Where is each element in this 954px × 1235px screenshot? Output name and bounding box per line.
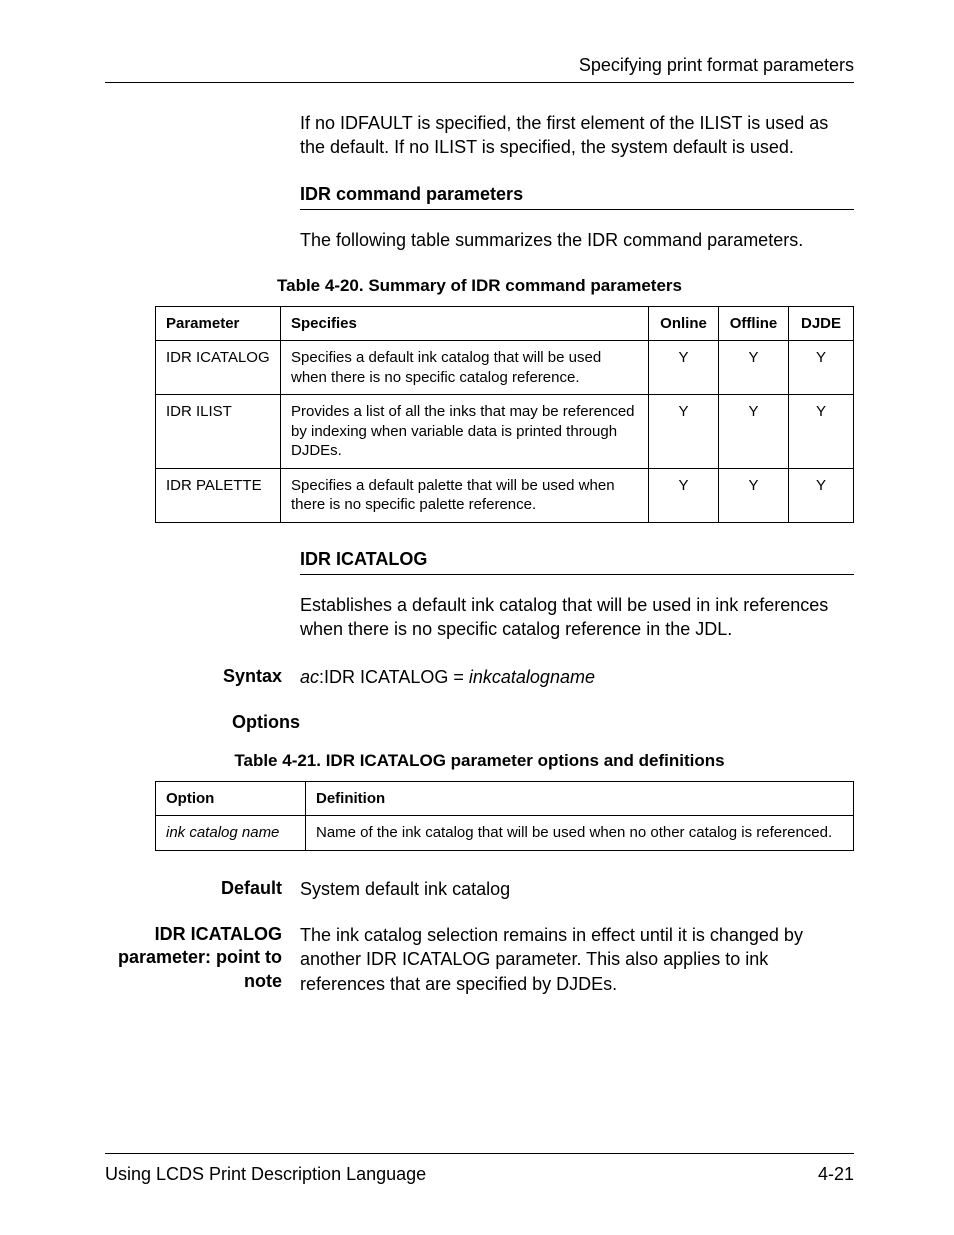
syntax-value: ac:IDR ICATALOG = inkcatalogname bbox=[300, 665, 854, 689]
cell-djde: Y bbox=[789, 395, 854, 469]
col-offline: Offline bbox=[719, 306, 789, 341]
cell-djde: Y bbox=[789, 341, 854, 395]
syntax-mid: :IDR ICATALOG = bbox=[319, 667, 469, 687]
options-label: Options bbox=[232, 712, 854, 733]
cell-online: Y bbox=[649, 395, 719, 469]
col-online: Online bbox=[649, 306, 719, 341]
cell-djde: Y bbox=[789, 468, 854, 522]
col-djde: DJDE bbox=[789, 306, 854, 341]
table-header-row: Option Definition bbox=[156, 781, 854, 816]
cell-online: Y bbox=[649, 468, 719, 522]
section-heading: IDR command parameters bbox=[300, 184, 523, 204]
note-label: IDR ICATALOG parameter: point to note bbox=[105, 923, 300, 993]
intro-block: If no IDFAULT is specified, the first el… bbox=[300, 111, 854, 160]
cell-offline: Y bbox=[719, 341, 789, 395]
footer-right: 4-21 bbox=[818, 1164, 854, 1185]
table-row: ink catalog name Name of the ink catalog… bbox=[156, 816, 854, 851]
section2-heading: IDR ICATALOG bbox=[300, 549, 427, 569]
syntax-ac: ac bbox=[300, 667, 319, 687]
table-caption-4-21: Table 4-21. IDR ICATALOG parameter optio… bbox=[105, 751, 854, 771]
section2-lead-block: Establishes a default ink catalog that w… bbox=[300, 593, 854, 642]
table-row: IDR ILIST Provides a list of all the ink… bbox=[156, 395, 854, 469]
syntax-row: Syntax ac:IDR ICATALOG = inkcatalogname bbox=[105, 665, 854, 689]
section-heading-wrap: IDR command parameters bbox=[300, 184, 854, 210]
cell-online: Y bbox=[649, 341, 719, 395]
default-label: Default bbox=[105, 877, 300, 900]
syntax-label: Syntax bbox=[105, 665, 300, 688]
cell-definition: Name of the ink catalog that will be use… bbox=[306, 816, 854, 851]
syntax-arg: inkcatalogname bbox=[469, 667, 595, 687]
default-row: Default System default ink catalog bbox=[105, 877, 854, 901]
cell-offline: Y bbox=[719, 468, 789, 522]
col-definition: Definition bbox=[306, 781, 854, 816]
cell-offline: Y bbox=[719, 395, 789, 469]
section2-lead: Establishes a default ink catalog that w… bbox=[300, 593, 854, 642]
document-page: Specifying print format parameters If no… bbox=[0, 0, 954, 1235]
cell-spec: Specifies a default palette that will be… bbox=[281, 468, 649, 522]
section1-lead-block: The following table summarizes the IDR c… bbox=[300, 228, 854, 252]
page-footer: Using LCDS Print Description Language 4-… bbox=[105, 1153, 854, 1185]
idr-summary-table: Parameter Specifies Online Offline DJDE … bbox=[155, 306, 854, 523]
note-row: IDR ICATALOG parameter: point to note Th… bbox=[105, 923, 854, 996]
running-header: Specifying print format parameters bbox=[105, 55, 854, 83]
table-header-row: Parameter Specifies Online Offline DJDE bbox=[156, 306, 854, 341]
section2-heading-wrap: IDR ICATALOG bbox=[300, 549, 854, 575]
cell-spec: Specifies a default ink catalog that wil… bbox=[281, 341, 649, 395]
cell-option: ink catalog name bbox=[156, 816, 306, 851]
footer-left: Using LCDS Print Description Language bbox=[105, 1164, 426, 1185]
cell-param: IDR ILIST bbox=[156, 395, 281, 469]
cell-spec: Provides a list of all the inks that may… bbox=[281, 395, 649, 469]
cell-param: IDR PALETTE bbox=[156, 468, 281, 522]
col-option: Option bbox=[156, 781, 306, 816]
table-row: IDR ICATALOG Specifies a default ink cat… bbox=[156, 341, 854, 395]
default-value: System default ink catalog bbox=[300, 877, 854, 901]
section1-lead: The following table summarizes the IDR c… bbox=[300, 228, 854, 252]
table-caption-4-20: Table 4-20. Summary of IDR command param… bbox=[105, 276, 854, 296]
intro-paragraph: If no IDFAULT is specified, the first el… bbox=[300, 111, 854, 160]
col-specifies: Specifies bbox=[281, 306, 649, 341]
col-parameter: Parameter bbox=[156, 306, 281, 341]
table-row: IDR PALETTE Specifies a default palette … bbox=[156, 468, 854, 522]
cell-param: IDR ICATALOG bbox=[156, 341, 281, 395]
note-value: The ink catalog selection remains in eff… bbox=[300, 923, 854, 996]
icatalog-options-table: Option Definition ink catalog name Name … bbox=[155, 781, 854, 851]
